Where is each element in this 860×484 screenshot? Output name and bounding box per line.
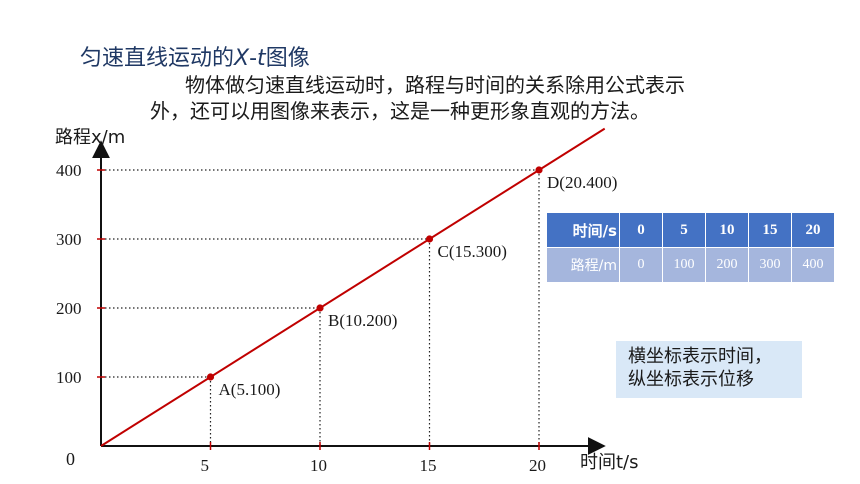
data-point: [316, 304, 324, 312]
title-dash: -: [249, 46, 258, 71]
point-label: D(20.400): [547, 173, 617, 192]
origin-label: 0: [66, 449, 75, 469]
point-label: B(10.200): [328, 311, 397, 330]
axis-ticks: [97, 169, 540, 450]
y-tick-label: 300: [56, 230, 82, 249]
x-tick-label: 10: [310, 456, 327, 475]
guide-lines: [101, 169, 540, 446]
series-line: [100, 127, 606, 447]
data-point: [206, 373, 215, 381]
note-line-1: 横坐标表示时间，: [628, 346, 772, 367]
data-table: 时间/s 0 5 10 15 20 路程/m 0 100 200 300 400: [546, 212, 835, 283]
table-cell: 0: [619, 247, 663, 283]
data-point: [425, 235, 434, 243]
y-axis-label: 路程x/m: [55, 127, 125, 148]
table-cell: 10: [705, 212, 749, 248]
data-point: [535, 166, 543, 174]
slide-title: 匀速直线运动的X-t图像: [80, 40, 310, 72]
table-header-distance: 路程/m: [546, 247, 620, 283]
y-tick-label: 400: [56, 161, 82, 180]
table-cell: 0: [619, 212, 663, 248]
y-tick-label: 100: [56, 368, 82, 387]
note-line-2: 纵坐标表示位移: [628, 369, 754, 390]
x-tick-label: 20: [529, 456, 546, 475]
table-cell: 15: [748, 212, 792, 248]
table-header-time: 时间/s: [546, 212, 620, 248]
intro-line-2: 外，还可以用图像来表示，这是一种更形象直观的方法。: [150, 99, 650, 123]
title-suffix: 图像: [265, 46, 310, 71]
data-points: [206, 166, 543, 381]
table-cell: 100: [662, 247, 706, 283]
table-cell: 20: [791, 212, 835, 248]
point-label: A(5.100): [219, 380, 281, 399]
title-var-x: X: [234, 46, 250, 71]
y-tick-label: 200: [56, 299, 82, 318]
intro-line-1: 物体做匀速直线运动时，路程与时间的关系除用公式表示: [185, 73, 685, 97]
table-cell: 300: [748, 247, 792, 283]
table-row-distance: 路程/m 0 100 200 300 400: [546, 247, 835, 283]
point-label: C(15.300): [438, 242, 507, 261]
x-tick-label: 15: [420, 456, 437, 475]
title-prefix: 匀速直线运动的: [80, 46, 235, 71]
table-cell: 200: [705, 247, 749, 283]
note-box: 横坐标表示时间， 纵坐标表示位移: [616, 341, 802, 398]
x-axis-label: 时间t/s: [580, 452, 639, 473]
title-var-t: t: [257, 46, 266, 71]
x-tick-label: 5: [201, 456, 210, 475]
table-row-time: 时间/s 0 5 10 15 20: [546, 212, 835, 248]
table-cell: 5: [662, 212, 706, 248]
table-cell: 400: [791, 247, 835, 283]
tick-labels: A(5.100) B(10.200) C(15.300) D(20.400) 5 10 15…: [56, 161, 617, 475]
